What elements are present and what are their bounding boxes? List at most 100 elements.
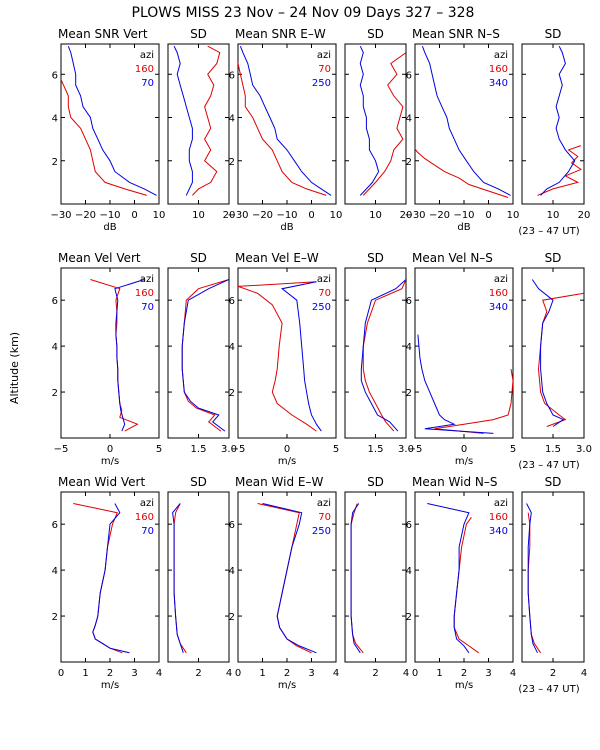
y-tick-label: 2	[229, 157, 235, 168]
panel-3: 2 4 6 −30 −20 −10 0 10 Mean SNR E–W dB azi 70 250	[227, 27, 342, 233]
x-axis-label: dB	[103, 222, 116, 233]
panel-frame	[521, 267, 585, 439]
x-tick-label: 10	[192, 210, 205, 221]
legend-head: azi	[494, 274, 508, 285]
series-line-340	[531, 279, 565, 427]
series-line-70	[238, 61, 327, 196]
legend-head: azi	[317, 274, 331, 285]
legend-head: azi	[494, 50, 508, 61]
panel-title: SD	[367, 251, 384, 265]
figure-title: PLOWS MISS 23 Nov – 24 Nov 09 Days 327 –…	[132, 5, 475, 21]
x-tick-label: −20	[75, 210, 96, 221]
series-line-160	[537, 292, 584, 427]
x-tick-label: 0	[412, 668, 418, 679]
legend-entry-250: 250	[312, 526, 331, 537]
panel-title: Mean Vel Vert	[58, 251, 141, 265]
x-tick-label: 10	[153, 210, 166, 221]
y-tick-label: 4	[229, 114, 235, 125]
legend-entry-250: 250	[312, 302, 331, 313]
legend-entry-340: 340	[489, 526, 508, 537]
legend-head: azi	[140, 274, 154, 285]
legend-entry-70: 70	[318, 288, 331, 299]
series-line-160	[181, 279, 229, 432]
panel-title: SD	[367, 475, 384, 489]
x-tick-label: 1.5	[545, 444, 561, 455]
series-line-340	[540, 45, 576, 196]
panel-title: Mean Wid E–W	[235, 475, 323, 489]
panel-title: Mean Wid Vert	[58, 475, 145, 489]
legend-head: azi	[317, 498, 331, 509]
x-tick-label: 4	[156, 668, 162, 679]
panel-title: Mean SNR Vert	[58, 27, 148, 41]
series-line-160	[192, 45, 221, 196]
y-tick-label: 6	[229, 520, 235, 531]
x-tick-label: 2	[107, 668, 113, 679]
panel-title: Mean Vel N–S	[412, 251, 493, 265]
panel-title: SD	[190, 251, 207, 265]
series-line-160	[434, 369, 513, 434]
x-tick-label: 1.5	[368, 444, 384, 455]
series-line-70	[92, 503, 130, 654]
panel-title: Mean SNR E–W	[235, 27, 326, 41]
panel-10: 1.5 3.0 SD	[344, 251, 414, 455]
x-axis-label: m/s	[455, 680, 473, 691]
x-tick-label: 3	[131, 668, 137, 679]
series-line-340	[421, 46, 511, 196]
y-tick-label: 4	[406, 342, 412, 353]
y-tick-label: 4	[52, 342, 58, 353]
series-line-70	[362, 52, 406, 196]
y-tick-label: 4	[229, 342, 235, 353]
x-tick-label: −30	[227, 210, 248, 221]
y-tick-label: 2	[406, 388, 412, 399]
x-tick-label: −10	[99, 210, 120, 221]
panel-title: SD	[367, 27, 384, 41]
panel-frame	[167, 491, 230, 663]
x-tick-label: −5	[408, 444, 423, 455]
x-axis-label: m/s	[278, 680, 296, 691]
x-tick-label: 2	[284, 668, 290, 679]
panel-6: 10 20 SD (23 – 47 UT)	[518, 27, 590, 237]
x-tick-label: −5	[54, 444, 69, 455]
x-tick-label: 4	[510, 668, 516, 679]
series-line-160	[61, 52, 147, 196]
x-tick-label: 4	[333, 668, 339, 679]
legend-entry-160: 160	[135, 288, 154, 299]
x-tick-label: 20	[223, 210, 236, 221]
y-tick-label: 2	[229, 388, 235, 399]
series-line-70	[172, 503, 184, 653]
legend-entry-160: 160	[489, 288, 508, 299]
x-tick-label: 2	[461, 668, 467, 679]
panel-12: 1.5 3.0 SD (23 – 47 UT)	[518, 251, 592, 471]
legend-entry-70: 70	[141, 78, 154, 89]
series-line-70	[257, 503, 312, 654]
x-tick-label: −20	[252, 210, 273, 221]
x-tick-label: 3.0	[221, 444, 237, 455]
legend-entry-250: 250	[312, 78, 331, 89]
x-tick-label: 2	[195, 668, 201, 679]
legend-entry-160: 160	[489, 64, 508, 75]
panel-frame	[344, 491, 407, 663]
x-tick-label: 2	[372, 668, 378, 679]
x-tick-label: 1	[259, 668, 265, 679]
panel-18: 2 4 SD (23 – 47 UT)	[518, 475, 587, 695]
legend-entry-160: 160	[489, 512, 508, 523]
x-tick-label: 0	[461, 444, 467, 455]
legend-entry-70: 70	[318, 64, 331, 75]
x-tick-label: 10	[507, 210, 520, 221]
x-tick-label: −10	[453, 210, 474, 221]
x-tick-label: −10	[276, 210, 297, 221]
series-line-160	[527, 512, 542, 654]
panel-frame	[344, 43, 407, 205]
panel-2: 10 20 SD	[167, 27, 236, 221]
y-tick-label: 4	[406, 566, 412, 577]
legend-head: azi	[317, 50, 331, 61]
series-line-160	[90, 279, 139, 432]
altitude-axis-label: Altitude (km)	[8, 332, 21, 404]
x-tick-label: 10	[369, 210, 382, 221]
x-tick-label: −20	[429, 210, 450, 221]
legend-entry-160: 160	[135, 512, 154, 523]
panel-1: 2 4 6 −30 −20 −10 0 10 Mean SNR Vert dB azi 160 70	[50, 27, 165, 233]
x-axis-label: m/s	[101, 680, 119, 691]
y-tick-label: 4	[52, 566, 58, 577]
